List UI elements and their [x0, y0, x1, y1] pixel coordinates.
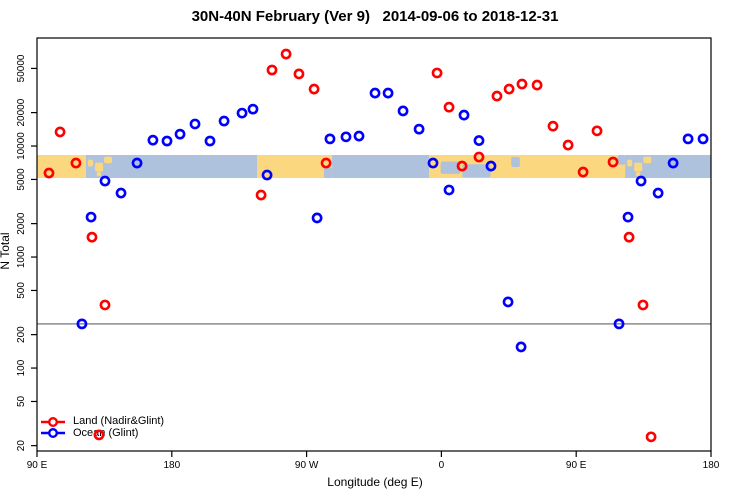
svg-text:180: 180	[703, 460, 720, 471]
svg-text:20000: 20000	[16, 98, 27, 126]
svg-text:20: 20	[16, 440, 27, 452]
data-points-land	[43, 48, 657, 443]
chart-title: 30N-40N February (Ver 9) 2014-09-06 to 2…	[191, 8, 559, 25]
svg-text:5000: 5000	[16, 168, 27, 191]
svg-text:0: 0	[439, 460, 445, 471]
svg-text:180: 180	[163, 460, 180, 471]
svg-text:90 E: 90 E	[27, 460, 48, 471]
svg-text:90 W: 90 W	[295, 460, 319, 471]
ocean-legend-symbol-icon	[41, 428, 65, 439]
svg-text:1000: 1000	[16, 245, 27, 268]
data-points-ocean	[76, 87, 709, 353]
svg-text:500: 500	[16, 282, 27, 299]
y-axis-label: N Total	[0, 232, 12, 269]
land-legend-symbol-icon	[41, 416, 65, 427]
legend-label-land: Land (Nadir&Glint)	[73, 415, 165, 428]
svg-text:50: 50	[16, 395, 27, 407]
x-axis-label: Longitude (deg E)	[327, 475, 423, 489]
legend: Land (Nadir&Glint) Ocean (Glint)	[40, 416, 164, 439]
svg-text:90 E: 90 E	[566, 460, 587, 471]
legend-label-ocean: Ocean (Glint)	[73, 426, 139, 439]
svg-text:50000: 50000	[16, 54, 27, 82]
legend-item-land: Land (Nadir&Glint)	[40, 416, 164, 428]
axes: 90 E 180 90 W 0 90 E 180 20 50 100 200 500 1000 2000…	[16, 37, 720, 471]
svg-text:2000: 2000	[16, 212, 27, 235]
svg-text:10000: 10000	[16, 132, 27, 160]
legend-item-ocean: Ocean (Glint)	[40, 426, 164, 440]
svg-text:100: 100	[16, 359, 27, 376]
svg-text:200: 200	[16, 326, 27, 343]
